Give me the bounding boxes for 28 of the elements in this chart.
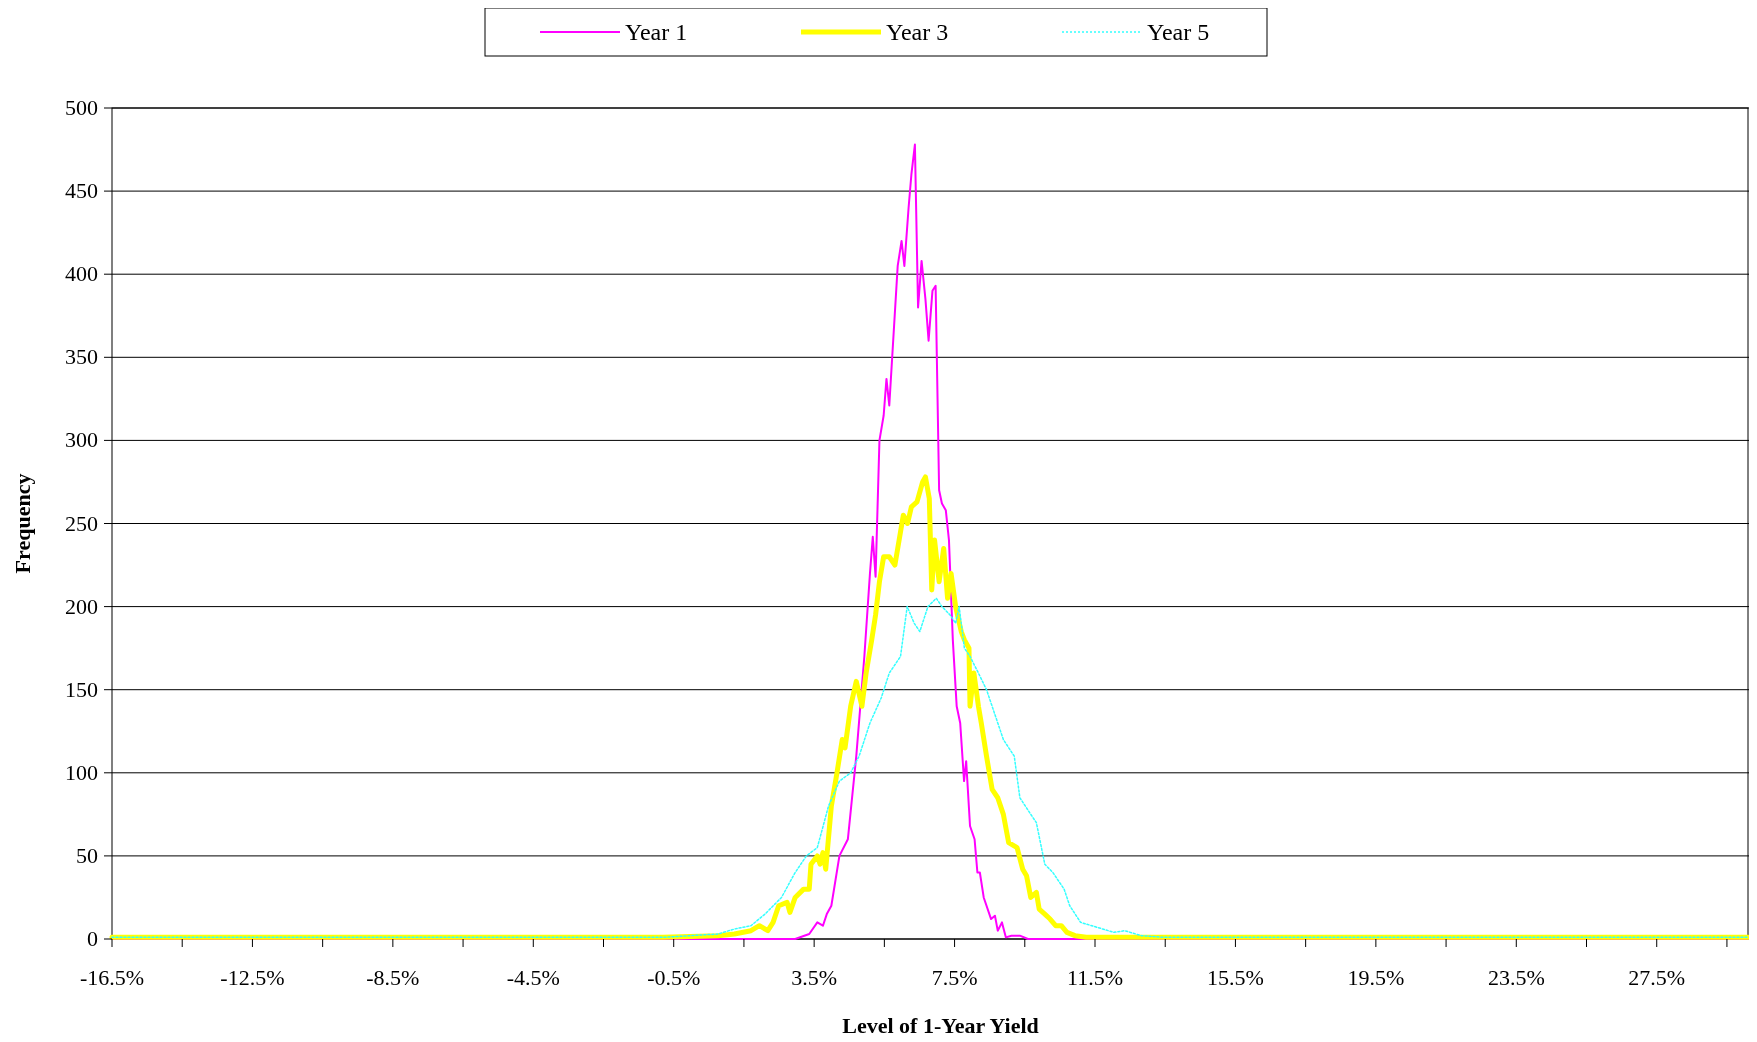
x-tick-label: 3.5%: [791, 965, 838, 990]
y-tick-label: 450: [65, 178, 98, 204]
x-tick-label: -4.5%: [506, 965, 560, 990]
x-tick-label: 19.5%: [1347, 965, 1405, 990]
legend-label: Year 5: [1147, 19, 1210, 45]
x-tick-label: 15.5%: [1207, 965, 1264, 990]
y-tick-label: 100: [65, 759, 98, 785]
y-tick-label: 200: [65, 593, 98, 619]
y-tick-label: 0: [87, 926, 98, 951]
x-axis-title: Level of 1-Year Yield: [842, 1013, 1039, 1038]
y-tick-label: 400: [65, 261, 98, 287]
y-tick-label: 50: [76, 842, 98, 868]
legend-label: Year 1: [625, 19, 688, 45]
y-tick-label: 500: [65, 95, 98, 120]
x-tick-label: -16.5%: [79, 965, 145, 990]
x-tick-label: 11.5%: [1067, 965, 1124, 990]
y-tick-label: 250: [65, 510, 98, 536]
x-tick-label: 27.5%: [1628, 965, 1686, 990]
x-tick-label: -12.5%: [220, 965, 285, 990]
x-tick-label: -8.5%: [366, 965, 420, 990]
x-tick-label: 7.5%: [931, 965, 978, 990]
y-tick-label: 300: [65, 427, 98, 453]
y-tick-label: 350: [65, 344, 98, 370]
x-tick-label: 23.5%: [1487, 965, 1545, 990]
y-axis-title: Frequency: [10, 473, 35, 574]
legend-label: Year 3: [886, 19, 949, 45]
y-tick-label: 150: [65, 676, 98, 702]
x-tick-label: -0.5%: [647, 965, 701, 990]
